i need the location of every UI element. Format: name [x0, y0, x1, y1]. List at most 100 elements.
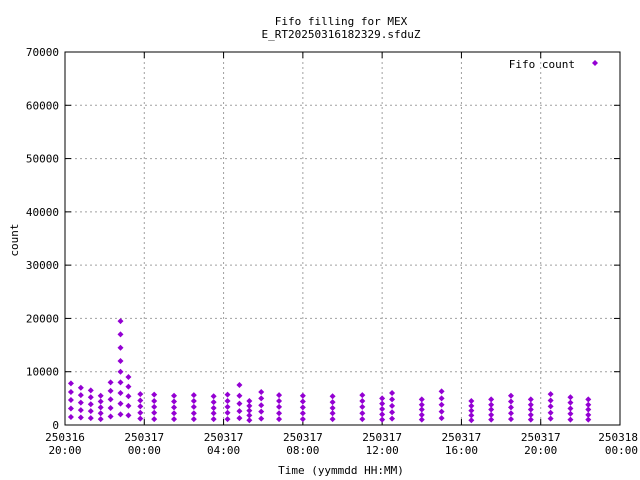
- data-point: [468, 412, 475, 419]
- data-point: [224, 398, 231, 405]
- data-point: [117, 318, 124, 325]
- chart-title: Fifo filling for MEX: [275, 15, 408, 28]
- data-point: [151, 391, 158, 398]
- x-tick-time: 04:00: [207, 444, 240, 457]
- data-point: [125, 374, 132, 381]
- data-point: [276, 410, 283, 417]
- data-point: [67, 396, 74, 403]
- data-point: [438, 388, 445, 395]
- data-point: [329, 410, 336, 417]
- data-point: [210, 416, 217, 423]
- data-point: [389, 402, 396, 409]
- data-point: [97, 416, 104, 423]
- data-point: [77, 392, 84, 399]
- x-tick-time: 00:00: [605, 444, 638, 457]
- data-point: [246, 402, 253, 409]
- data-point: [97, 410, 104, 417]
- x-tick-date: 250317: [362, 431, 402, 444]
- data-point: [171, 392, 178, 399]
- data-point: [276, 398, 283, 405]
- x-tick-date: 250317: [204, 431, 244, 444]
- data-point: [507, 410, 514, 417]
- data-point: [137, 415, 144, 422]
- data-point: [137, 403, 144, 410]
- data-point: [258, 388, 265, 395]
- data-point: [107, 396, 114, 403]
- data-point: [359, 403, 366, 410]
- data-point: [87, 401, 94, 408]
- data-point: [107, 387, 114, 394]
- data-point: [585, 401, 592, 408]
- data-point: [151, 416, 158, 423]
- data-point: [151, 398, 158, 405]
- data-point: [567, 410, 574, 417]
- data-point: [190, 416, 197, 423]
- data-point: [299, 404, 306, 411]
- data-point: [299, 392, 306, 399]
- data-point: [329, 416, 336, 423]
- data-point: [246, 407, 253, 414]
- data-point: [236, 415, 243, 422]
- data-point: [125, 393, 132, 400]
- data-point: [567, 394, 574, 401]
- data-point: [527, 401, 534, 408]
- plot-border: [64, 51, 621, 426]
- y-tick-label: 10000: [26, 366, 59, 379]
- data-point: [547, 397, 554, 404]
- data-point: [77, 399, 84, 406]
- y-tick-label: 0: [52, 419, 59, 432]
- x-tick-date: 250317: [283, 431, 323, 444]
- data-point: [171, 404, 178, 411]
- data-points: [67, 318, 592, 424]
- data-point: [276, 403, 283, 410]
- data-point: [87, 415, 94, 422]
- data-point: [468, 402, 475, 409]
- data-point: [117, 368, 124, 375]
- data-point: [329, 404, 336, 411]
- data-point: [117, 358, 124, 365]
- data-point: [224, 416, 231, 423]
- data-point: [299, 416, 306, 423]
- data-point: [468, 398, 475, 405]
- data-point: [488, 411, 495, 418]
- x-tick-time: 00:00: [128, 444, 161, 457]
- data-point: [246, 398, 253, 405]
- data-point: [389, 390, 396, 397]
- data-point: [87, 387, 94, 394]
- data-point: [567, 405, 574, 412]
- data-point: [190, 392, 197, 399]
- data-point: [190, 398, 197, 405]
- data-point: [107, 413, 114, 420]
- data-point: [379, 411, 386, 418]
- data-point: [190, 410, 197, 417]
- y-tick-label: 60000: [26, 99, 59, 112]
- y-tick-label: 50000: [26, 153, 59, 166]
- data-point: [299, 398, 306, 405]
- grid: [65, 52, 620, 425]
- data-point: [438, 415, 445, 422]
- data-point: [210, 410, 217, 417]
- data-point: [117, 411, 124, 418]
- data-point: [210, 393, 217, 400]
- data-point: [567, 416, 574, 423]
- data-point: [117, 331, 124, 338]
- x-tick-time: 20:00: [48, 444, 81, 457]
- data-point: [125, 412, 132, 419]
- x-tick-time: 16:00: [445, 444, 478, 457]
- data-point: [224, 403, 231, 410]
- data-point: [258, 415, 265, 422]
- axis-ticks: 0 10000 20000 30000 40000 50000 60000 70000 2503…: [26, 46, 638, 457]
- data-point: [258, 402, 265, 409]
- data-point: [488, 396, 495, 403]
- data-point: [77, 407, 84, 414]
- data-point: [224, 409, 231, 416]
- x-tick-time: 12:00: [366, 444, 399, 457]
- data-point: [258, 395, 265, 402]
- data-point: [418, 406, 425, 413]
- data-point: [379, 400, 386, 407]
- data-point: [171, 398, 178, 405]
- data-point: [585, 406, 592, 413]
- data-point: [329, 399, 336, 406]
- data-point: [418, 396, 425, 403]
